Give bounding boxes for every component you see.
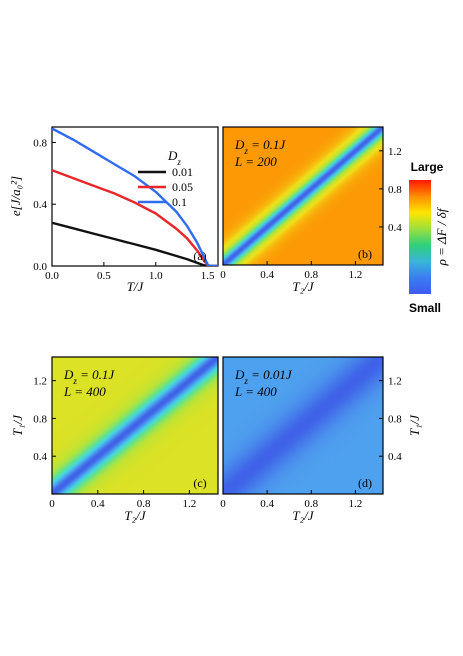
panel-d-xlabel: T₂/J	[292, 508, 314, 523]
panel-d-ylabel: T₁/J	[407, 414, 422, 436]
panel-c-panel-label: (c)	[193, 476, 206, 490]
panel-c-xtick-label: 0.8	[137, 498, 151, 510]
panel-a-legend-label: 0.01	[172, 165, 193, 179]
panel-d-xtick-label: 0.8	[304, 498, 318, 510]
panel-c-xlabel: T₂/J	[124, 508, 146, 523]
panel-b-heatmap: 00.40.81.20.40.81.2T₂/JT₁/J(b)Dz = 0.1JL…	[220, 126, 422, 294]
panel-c-heatmap-image	[52, 357, 218, 494]
panel-b-heatmap-image	[223, 127, 383, 265]
panel-b-xtick-label: 1.2	[349, 269, 363, 281]
colorbar-quantity: ρ = ΔF / δf	[434, 206, 449, 266]
panel-d-xtick-label: 0.4	[260, 498, 274, 510]
panel-a-xtick-label: 1.0	[149, 270, 163, 282]
panel-d-heatmap: 0 0.4 0.8 1.2 0.4 0.8 1.2 T₂/J T₁/J (d) Dz = 0.01J…	[220, 356, 422, 523]
panel-b-ytick-label: 0.4	[388, 222, 402, 234]
panel-d-ytick-label: 0.8	[388, 413, 402, 425]
panel-a-label: (a)	[193, 249, 206, 263]
panel-d-annotation: Dz = 0.01J	[234, 367, 293, 386]
panel-b-ytick-label: 0.8	[388, 184, 402, 196]
panel-a-ylabel: e[J/a₀²]	[8, 176, 23, 216]
panel-d-annotation: L = 400	[234, 384, 277, 399]
panel-c-heatmap: 0 0.4 0.8 1.2 0.4 0.8 1.2 T₂/J T₁/J (c) Dz = 0.1JL…	[10, 356, 219, 523]
panel-d-heatmap-image	[223, 357, 383, 494]
panel-d-ytick-label: 1.2	[388, 376, 402, 388]
panel-d-xtick-label: 1.2	[349, 498, 363, 510]
panel-b-xlabel: T₂/J	[292, 279, 314, 294]
panel-a-xlabel: T/J	[127, 279, 145, 294]
panel-d-panel-label: (d)	[358, 476, 372, 490]
panel-b-xtick-label: 0.8	[304, 269, 318, 281]
panel-a-xtick-label: 0.5	[97, 270, 111, 282]
panel-a-series-line-0.01	[52, 221, 218, 266]
panel-a-legend-label: 0.1	[172, 195, 187, 209]
panel-c-annotation: L = 400	[63, 384, 106, 399]
panel-c-annotation: Dz = 0.1J	[63, 367, 115, 386]
panel-a-ytick-label: 0.8	[33, 137, 47, 149]
panel-a-ytick-label: 0.0	[33, 261, 47, 273]
panel-b-panel-label: (b)	[358, 247, 372, 261]
colorbar: Large Small ρ = ΔF / δf	[409, 160, 449, 315]
panel-b-annotation: Dz = 0.1J	[234, 137, 286, 156]
panel-c-ytick-label: 0.4	[33, 451, 47, 463]
panel-b-ytick-label: 1.2	[388, 146, 402, 158]
panel-a-line-chart: 0.0 0.5 1.0 1.50.00.40.8 Dz0.010.050.1 e[J/…	[8, 126, 219, 294]
panel-b-xtick-label: 0.4	[260, 269, 274, 281]
panel-b-xtick-label: 0	[220, 269, 226, 281]
colorbar-bottom-label: Small	[409, 301, 441, 315]
panel-c-ytick-label: 1.2	[33, 376, 47, 388]
panel-c-ytick-label: 0.8	[33, 413, 47, 425]
panel-b-frame	[222, 126, 384, 266]
panel-a-legend-label: 0.05	[172, 180, 193, 194]
panel-a-xtick-label: 0.0	[45, 270, 59, 282]
panel-d-ytick-label: 0.4	[388, 451, 402, 463]
panel-a-series-line-0.1	[52, 127, 218, 266]
panel-d-frame	[222, 356, 384, 495]
panel-b-annotation: L = 200	[234, 154, 277, 169]
colorbar-bar	[409, 180, 431, 294]
panel-c-xtick-label: 0	[49, 498, 55, 510]
colorbar-top-label: Large	[411, 160, 444, 174]
panel-c-xtick-label: 0.4	[91, 498, 105, 510]
panel-c-ylabel: T₁/J	[10, 414, 25, 436]
panel-c-frame	[51, 356, 219, 495]
panel-a-xtick-label: 1.5	[201, 270, 215, 282]
panel-d-xtick-label: 0	[220, 498, 226, 510]
panel-a-series	[52, 127, 218, 266]
panel-c-xtick-label: 1.2	[183, 498, 197, 510]
panel-a-ytick-label: 0.4	[33, 199, 47, 211]
